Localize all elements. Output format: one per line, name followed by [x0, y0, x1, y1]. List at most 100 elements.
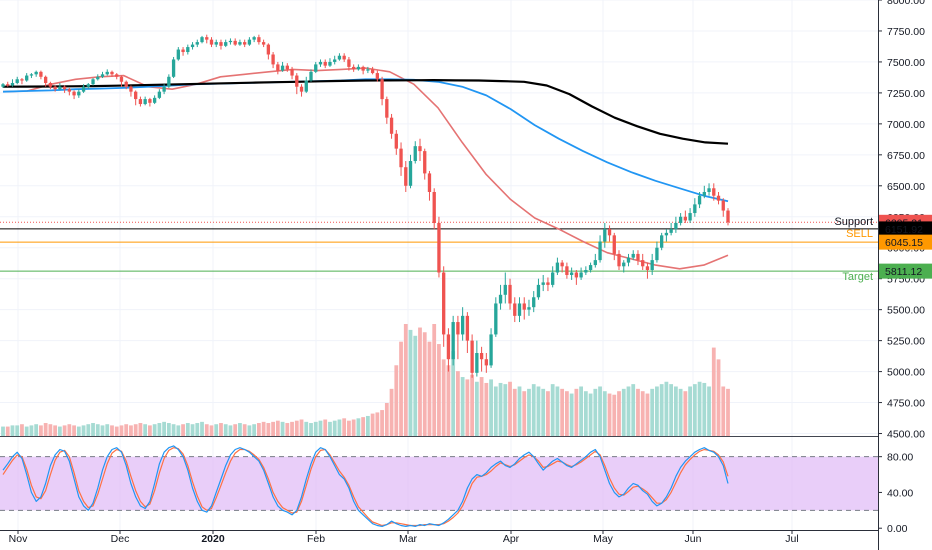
- candle-body: [6, 84, 10, 86]
- volume-bar: [702, 382, 707, 436]
- volume-bar: [508, 381, 512, 436]
- candle-body: [333, 59, 337, 62]
- candle: [276, 61, 280, 75]
- volume-bar: [403, 324, 408, 436]
- candle-body: [522, 303, 526, 310]
- candle-body: [456, 322, 460, 335]
- candle: [29, 73, 34, 79]
- candle: [721, 198, 725, 217]
- candle-body: [115, 74, 119, 77]
- candle: [238, 39, 242, 46]
- candle-body: [214, 42, 218, 45]
- volume-bar: [579, 386, 583, 436]
- level-label-target: Target: [842, 271, 873, 283]
- candle-body: [58, 86, 62, 90]
- candle-body: [314, 64, 318, 72]
- volume-bar: [446, 365, 451, 436]
- candle: [418, 138, 422, 162]
- candle-body: [584, 270, 588, 273]
- candle-body: [81, 86, 86, 92]
- volume-bar: [138, 423, 143, 436]
- candle-body: [427, 173, 432, 192]
- volume-bar: [550, 384, 555, 436]
- candle-body: [593, 260, 597, 266]
- volume-bar: [655, 386, 659, 436]
- candle-body: [138, 99, 143, 105]
- candle-body: [247, 39, 252, 45]
- candle: [67, 87, 71, 96]
- oscillator-axis[interactable]: 80.00 40.00 0.00: [878, 452, 913, 536]
- candle: [475, 340, 479, 377]
- candle-body: [86, 84, 90, 87]
- volume-bar: [171, 424, 176, 436]
- candle-body: [399, 148, 403, 168]
- volume-bar: [365, 415, 370, 436]
- volume-bar: [337, 419, 342, 436]
- volume-bar: [148, 425, 152, 436]
- volume-bar: [233, 424, 238, 436]
- time-tick-label: May: [593, 533, 614, 545]
- candle: [351, 64, 356, 72]
- candle-body: [366, 69, 370, 71]
- candle-body: [162, 86, 166, 92]
- candle-body: [34, 71, 38, 75]
- level-tag-support: 6151.92: [879, 221, 932, 237]
- candle: [100, 71, 105, 79]
- volume-bar: [247, 425, 252, 436]
- candle-body: [304, 80, 308, 92]
- candle: [10, 79, 15, 87]
- osc-tick-label: 80.00: [887, 452, 913, 464]
- volume-bar: [328, 421, 332, 436]
- time-tick-label: Mar: [399, 533, 418, 545]
- candle: [266, 43, 271, 60]
- candle: [527, 299, 531, 316]
- volume-bar: [522, 391, 527, 436]
- volume-bar: [114, 426, 119, 436]
- candle: [280, 61, 285, 72]
- candle: [408, 154, 413, 189]
- candle-body: [190, 44, 195, 48]
- volume-bar: [555, 386, 560, 436]
- candle: [39, 70, 43, 80]
- candle: [91, 78, 95, 86]
- candle-body: [479, 353, 484, 360]
- candle: [304, 76, 308, 93]
- candle-body: [494, 303, 498, 335]
- candle: [389, 113, 394, 139]
- time-axis[interactable]: Nov Dec 2020 Feb Mar Apr May Jun Jul: [0, 530, 878, 545]
- volume-bar: [498, 382, 503, 436]
- candle-body: [375, 73, 380, 80]
- candle-body: [91, 79, 95, 85]
- candle-body: [290, 69, 294, 76]
- candle: [707, 183, 711, 196]
- volume-bar: [370, 413, 375, 436]
- volume-bar: [228, 425, 233, 436]
- candle: [617, 250, 621, 271]
- volume-bar: [105, 424, 110, 436]
- volume-bar: [91, 423, 95, 436]
- candle: [603, 222, 607, 248]
- volume-bar: [72, 425, 76, 436]
- candle: [432, 188, 436, 230]
- volume-bar: [512, 388, 517, 436]
- candle-body: [536, 284, 541, 298]
- candle-body: [607, 229, 612, 236]
- volume-bar: [280, 421, 285, 436]
- volume-bar: [673, 386, 678, 436]
- candle: [664, 229, 669, 242]
- candle-body: [513, 303, 517, 316]
- candle: [299, 84, 304, 97]
- candle-body: [171, 59, 176, 77]
- candle-body: [636, 253, 640, 261]
- volume-bar: [617, 391, 621, 436]
- volume-bar: [43, 423, 48, 436]
- candle-body: [451, 322, 455, 360]
- candle-body: [645, 266, 650, 271]
- volume-bar: [332, 420, 337, 436]
- volume-bar: [20, 424, 24, 436]
- volume-bar: [313, 421, 318, 436]
- candle-body: [380, 79, 384, 100]
- candle-body: [423, 151, 427, 174]
- price-tick-label: 8000.00: [887, 0, 925, 7]
